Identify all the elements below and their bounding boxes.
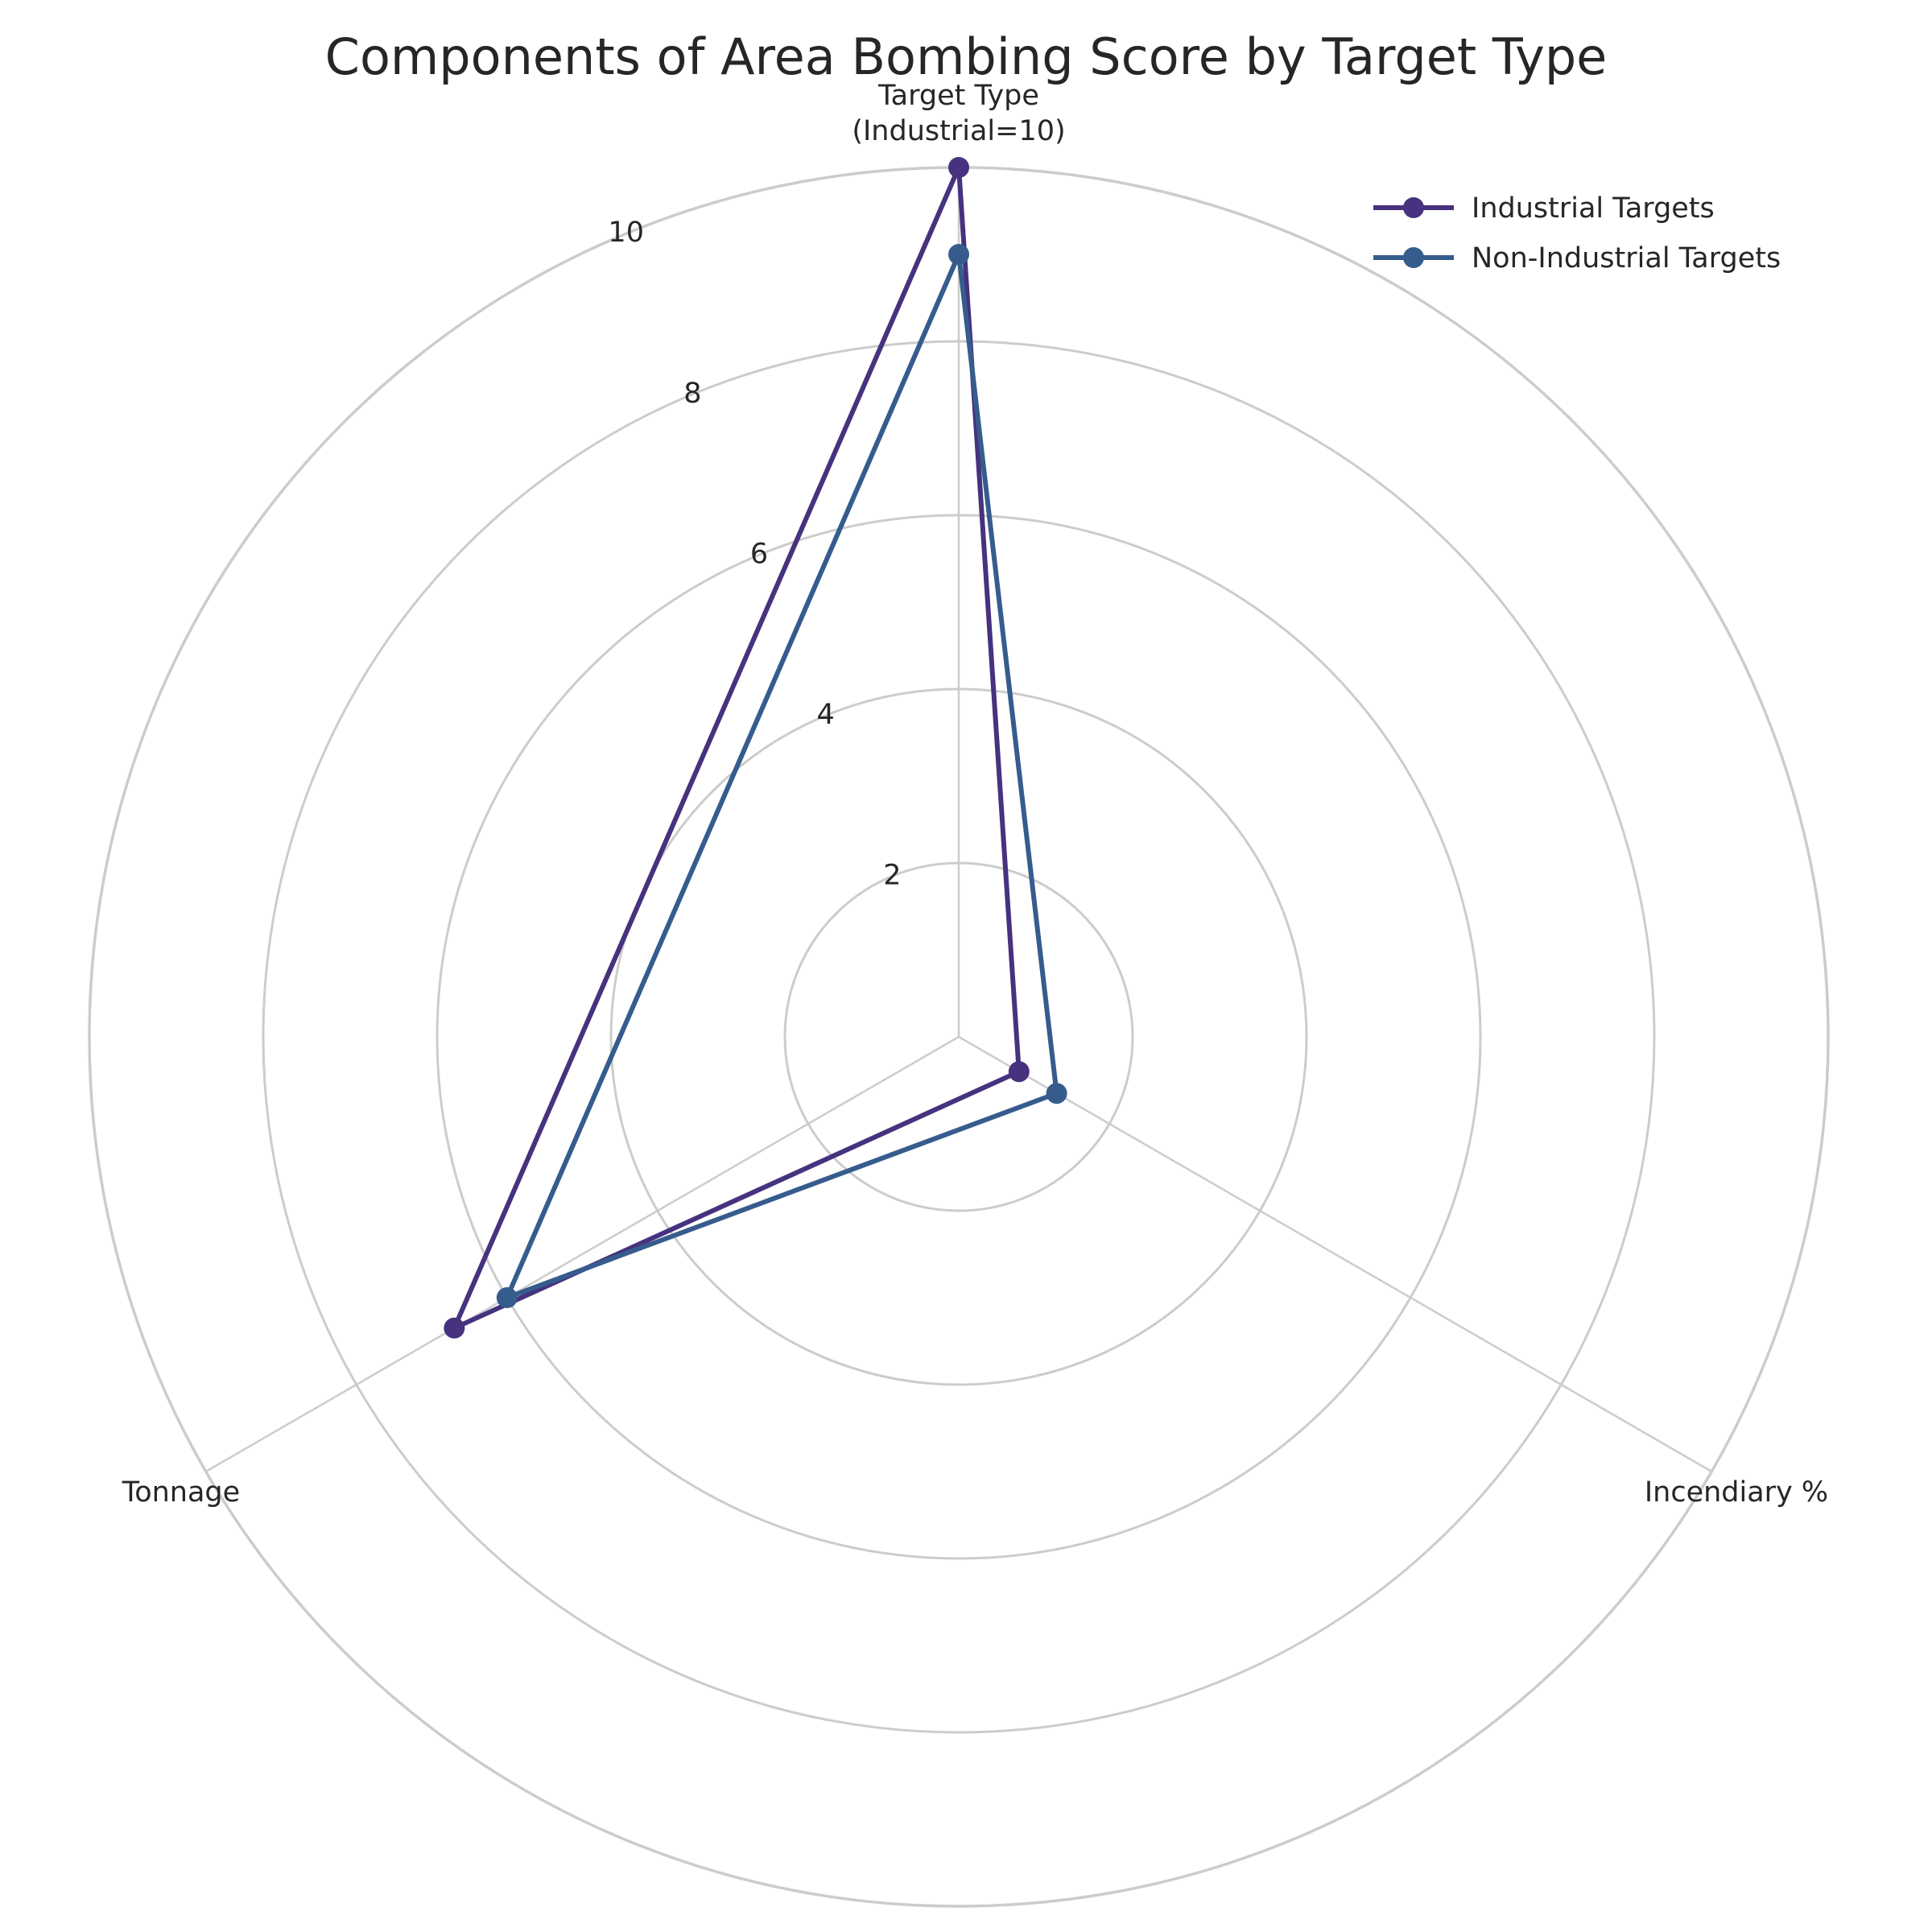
grid — [88, 166, 1830, 1908]
legend-marker — [1403, 197, 1424, 218]
data-point — [496, 1287, 518, 1308]
data-point — [1046, 1083, 1067, 1104]
chart-title: Components of Area Bombing Score by Targ… — [325, 27, 1608, 86]
series — [444, 157, 1067, 1339]
data-point — [948, 244, 969, 265]
axis-spoke — [958, 1035, 1712, 1473]
legend-label: Industrial Targets — [1472, 192, 1715, 225]
legend-marker — [1403, 247, 1424, 268]
axis-spoke — [205, 1035, 960, 1473]
axis-label: Target Type (Industrial=10) — [852, 80, 1065, 147]
radial-tick-label: 6 — [750, 538, 768, 570]
series-line — [502, 245, 1059, 1302]
series-group — [496, 244, 1067, 1308]
radial-tick-label: 4 — [817, 699, 835, 731]
legend-item[interactable]: Industrial Targets — [1373, 192, 1715, 225]
radial-tick-label: 8 — [683, 378, 701, 410]
series-group — [444, 157, 1030, 1339]
data-point — [444, 1317, 465, 1339]
axis-label: Incendiary % — [1645, 1476, 1828, 1509]
legend[interactable]: Industrial Targets Non-Industrial Targets — [1373, 192, 1781, 275]
radial-tick-labels: 2 4 6 8 10 — [608, 217, 901, 891]
data-point — [1008, 1061, 1030, 1083]
legend-item[interactable]: Non-Industrial Targets — [1373, 242, 1781, 275]
axis-label: Tonnage — [122, 1476, 240, 1509]
radial-tick-label: 2 — [883, 859, 901, 891]
radial-tick-label: 10 — [608, 217, 644, 249]
data-point — [948, 157, 969, 178]
legend-label: Non-Industrial Targets — [1472, 242, 1781, 275]
series-line — [449, 166, 1022, 1333]
axis-labels: Target Type (Industrial=10) Incendiary % To… — [122, 80, 1828, 1509]
